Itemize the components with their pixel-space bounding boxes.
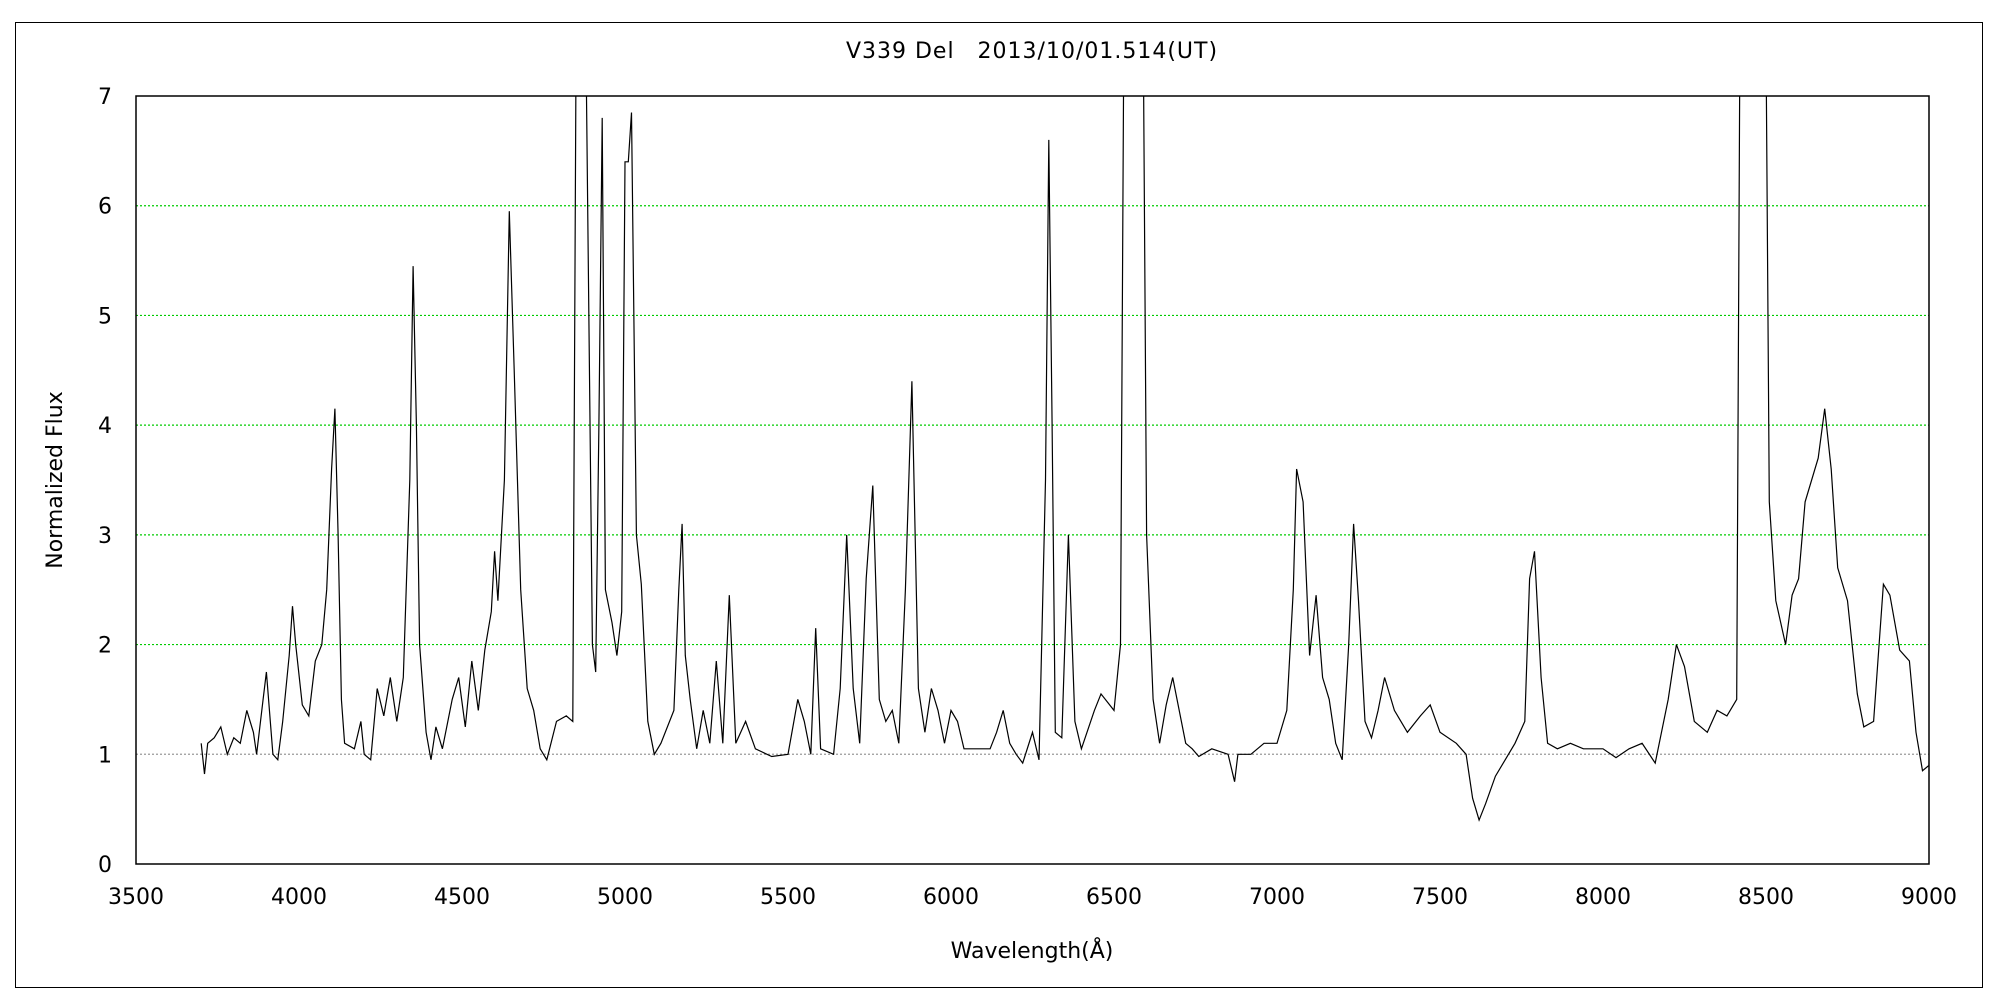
x-tick-labels: 3500 4000 4500 5000 5500 6000 6500 7000 7500 8000…: [108, 885, 1957, 910]
x-tick-label: 6000: [923, 885, 979, 910]
x-tick-label: 8000: [1575, 885, 1631, 910]
y-tick-label: 6: [98, 195, 112, 220]
x-tick-label: 5500: [760, 885, 816, 910]
y-tick-label: 5: [98, 304, 112, 329]
x-tick-label: 8500: [1738, 885, 1794, 910]
grid-lines: [136, 205, 1929, 755]
y-tick-label: 3: [98, 524, 112, 549]
x-axis-label: Wavelength(Å): [951, 937, 1114, 964]
spectrum-line: [200, 96, 1929, 822]
x-tick-label: 4000: [271, 885, 327, 910]
chart-title: V339 Del 2013/10/01.514(UT): [846, 39, 1218, 64]
x-tick-label: 7000: [1249, 885, 1305, 910]
plot-area-border: [135, 95, 1930, 865]
y-tick-label: 7: [98, 85, 112, 110]
x-tick-label: 9000: [1901, 885, 1957, 910]
x-tick-label: 3500: [108, 885, 164, 910]
y-tick-label: 4: [98, 414, 112, 439]
chart-frame: [15, 22, 1983, 988]
x-tick-label: 5000: [597, 885, 653, 910]
x-tick-label: 4500: [434, 885, 490, 910]
x-tick-label: 6500: [1086, 885, 1142, 910]
y-tick-label: 0: [98, 853, 112, 878]
y-tick-label: 1: [98, 743, 112, 768]
y-tick-labels: 0 1 2 3 4 5 6 7: [98, 85, 112, 878]
y-tick-label: 2: [98, 634, 112, 659]
x-tick-label: 7500: [1412, 885, 1468, 910]
y-axis-label: Normalized Flux: [43, 391, 68, 568]
